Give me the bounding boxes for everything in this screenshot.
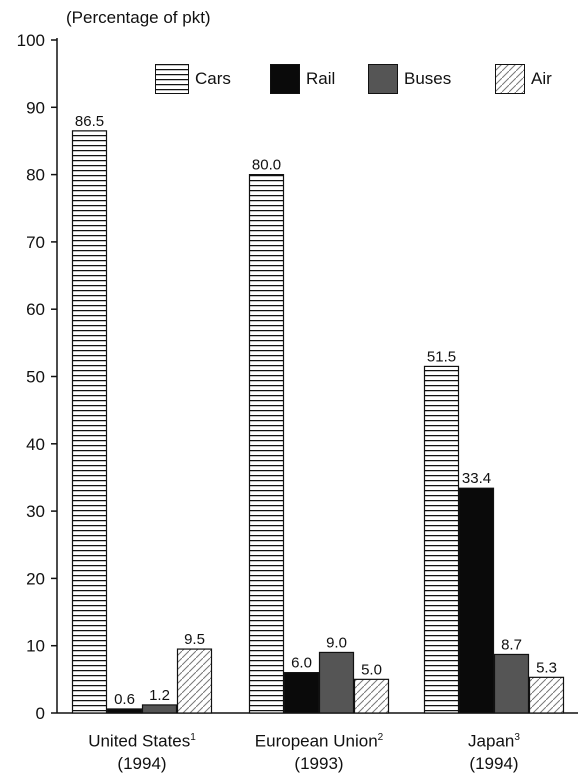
y-tick-label: 50: [26, 368, 45, 387]
legend-label-buses: Buses: [404, 69, 452, 88]
category-footnote-mark: 1: [190, 732, 196, 743]
data-label-air-2: 5.3: [536, 659, 557, 676]
y-tick-label: 70: [26, 233, 45, 252]
bar-cars-0: [71, 130, 108, 714]
y-tick-label: 20: [26, 569, 45, 588]
category-year: (1994): [469, 753, 519, 773]
legend-swatch-buses: [368, 64, 398, 94]
y-tick-label: 80: [26, 166, 45, 185]
y-tick-label: 90: [26, 98, 45, 117]
legend-label-rail: Rail: [306, 69, 336, 88]
data-label-cars-0: 86.5: [75, 113, 104, 130]
category-name: United States1: [52, 727, 232, 753]
data-label-cars-1: 80.0: [252, 157, 281, 174]
data-label-air-0: 9.5: [184, 631, 205, 648]
bar-cars-1: [248, 174, 285, 714]
data-label-rail-2: 33.4: [462, 470, 491, 487]
y-tick-label: 30: [26, 502, 45, 521]
legend-label-air: Air: [531, 69, 552, 88]
data-label-air-1: 5.0: [361, 661, 382, 678]
legend-item-cars: Cars: [155, 64, 231, 94]
y-tick-label: 10: [26, 637, 45, 656]
bar-buses-0: [141, 704, 178, 714]
category-label-1: European Union2 (1993): [229, 727, 409, 775]
legend-item-buses: Buses: [368, 64, 451, 94]
category-year: (1994): [117, 753, 167, 773]
y-tick-label: 0: [36, 704, 45, 723]
bar-cars-2: [423, 365, 460, 714]
category-year: (1993): [294, 753, 344, 773]
legend-swatch-air: [495, 64, 525, 94]
legend-label-cars: Cars: [195, 69, 231, 88]
bar-buses-2: [493, 653, 530, 714]
legend-swatch-rail: [270, 64, 300, 94]
category-name-text: Japan: [468, 731, 515, 751]
data-label-cars-2: 51.5: [427, 348, 456, 365]
data-label-buses-0: 1.2: [149, 687, 170, 704]
category-name-text: United States: [88, 731, 191, 751]
bar-rail-1: [283, 672, 320, 714]
data-label-buses-1: 9.0: [326, 634, 347, 651]
bar-air-1: [353, 678, 390, 714]
bar-rail-2: [458, 487, 495, 714]
data-label-buses-2: 8.7: [501, 636, 522, 653]
bar-buses-1: [318, 651, 355, 714]
y-axis-label: (Percentage of pkt): [66, 8, 211, 27]
y-tick-label: 40: [26, 435, 45, 454]
category-label-2: Japan3 (1994): [404, 727, 580, 775]
category-footnote-mark: 2: [377, 732, 384, 743]
bar-air-2: [528, 676, 565, 714]
y-tick-label: 100: [17, 31, 45, 50]
legend-item-rail: Rail: [270, 64, 335, 94]
category-label-0: United States1 (1994): [52, 727, 232, 775]
bar-rail-0: [106, 708, 143, 714]
data-label-rail-0: 0.6: [114, 691, 135, 708]
legend-item-air: Air: [495, 64, 552, 94]
category-name: European Union2: [229, 727, 409, 753]
legend-swatch-cars: [155, 64, 189, 94]
category-footnote-mark: 3: [514, 732, 520, 743]
data-label-rail-1: 6.0: [291, 655, 312, 672]
bar-air-0: [176, 648, 213, 714]
category-name-text: European Union: [254, 731, 378, 751]
y-tick-label: 60: [26, 300, 45, 319]
category-name: Japan3: [404, 727, 580, 753]
